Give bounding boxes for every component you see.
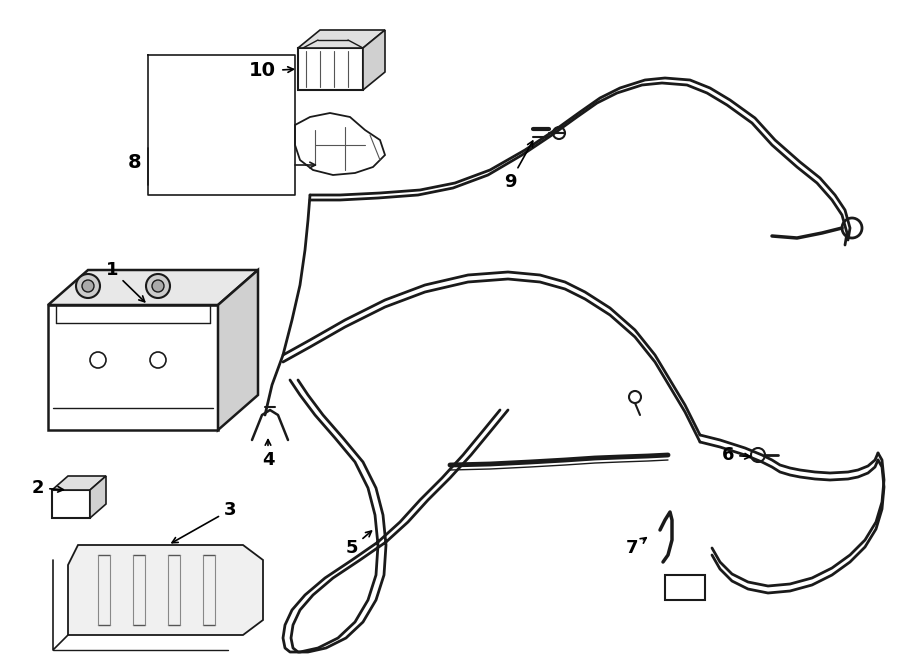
Polygon shape — [665, 575, 705, 600]
Polygon shape — [298, 30, 385, 48]
Polygon shape — [68, 545, 263, 635]
Polygon shape — [52, 490, 90, 518]
Text: 7: 7 — [626, 537, 646, 557]
Polygon shape — [298, 48, 363, 90]
Polygon shape — [52, 476, 106, 490]
Polygon shape — [295, 113, 385, 175]
Text: 8: 8 — [128, 153, 142, 171]
Text: 6: 6 — [722, 446, 751, 464]
Circle shape — [82, 280, 94, 292]
Polygon shape — [363, 30, 385, 90]
Circle shape — [146, 274, 170, 298]
Text: 1: 1 — [106, 261, 145, 302]
Text: 3: 3 — [172, 501, 236, 543]
Circle shape — [152, 280, 164, 292]
Text: 4: 4 — [262, 440, 274, 469]
Polygon shape — [90, 476, 106, 518]
Polygon shape — [48, 305, 218, 430]
Polygon shape — [48, 270, 258, 305]
Text: 2: 2 — [32, 479, 63, 497]
Text: 5: 5 — [346, 531, 372, 557]
Circle shape — [76, 274, 100, 298]
Polygon shape — [218, 270, 258, 430]
Text: 9: 9 — [504, 141, 533, 191]
Text: 10: 10 — [248, 61, 275, 79]
